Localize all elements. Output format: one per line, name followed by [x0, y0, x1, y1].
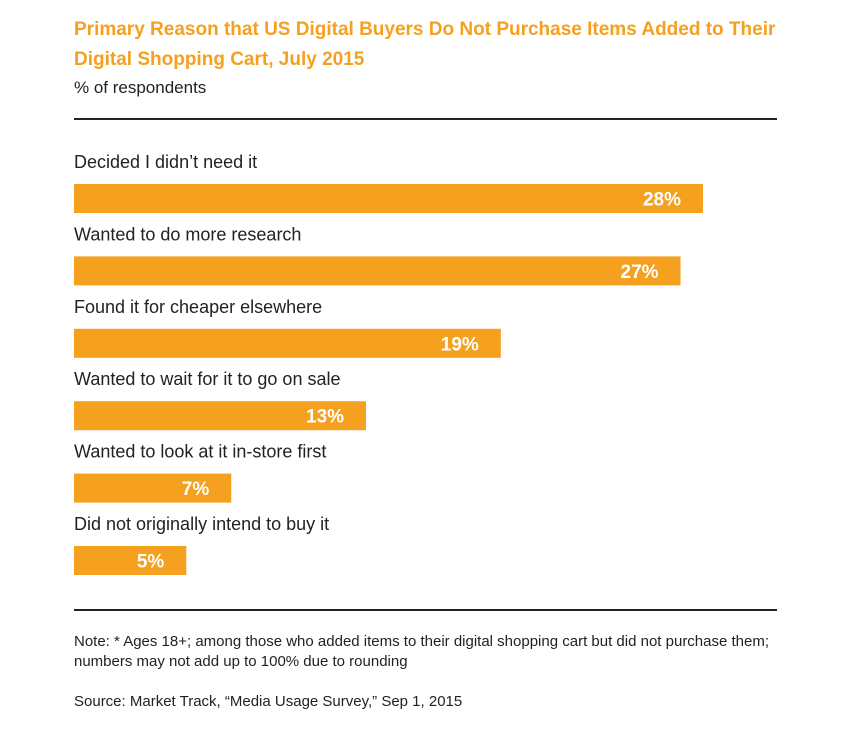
category-label: Wanted to look at it in-store first: [74, 442, 326, 462]
chart-source: Source: Market Track, “Media Usage Surve…: [74, 693, 463, 710]
chart-title: Primary Reason that US Digital Buyers Do…: [74, 19, 776, 70]
bar: [74, 328, 501, 358]
bar: [74, 256, 681, 286]
category-label: Wanted to wait for it to go on sale: [74, 369, 340, 389]
bottom-divider: [74, 609, 777, 611]
bar: [74, 184, 703, 213]
chart-subtitle: % of respondents: [74, 78, 207, 97]
bar-value-label: 13%: [306, 407, 344, 428]
bar: [74, 401, 367, 431]
bar-value-label: 27%: [621, 262, 659, 283]
category-label: Did not originally intend to buy it: [74, 514, 329, 534]
chart-note: Note: * Ages 18+; among those who added …: [74, 633, 770, 670]
bar: [74, 546, 187, 575]
bar-chart: Decided I didn’t need it 28% Wanted to do …: [74, 152, 703, 575]
bar-value-label: 19%: [441, 334, 479, 355]
category-label: Wanted to do more research: [74, 224, 301, 244]
bar: [74, 473, 232, 503]
category-label: Decided I didn’t need it: [74, 152, 257, 172]
bar-value-label: 7%: [182, 479, 210, 500]
bar-value-label: 28%: [643, 190, 681, 211]
top-divider: [74, 118, 777, 120]
category-label: Found it for cheaper elsewhere: [74, 297, 322, 317]
bar-value-label: 5%: [137, 552, 165, 573]
